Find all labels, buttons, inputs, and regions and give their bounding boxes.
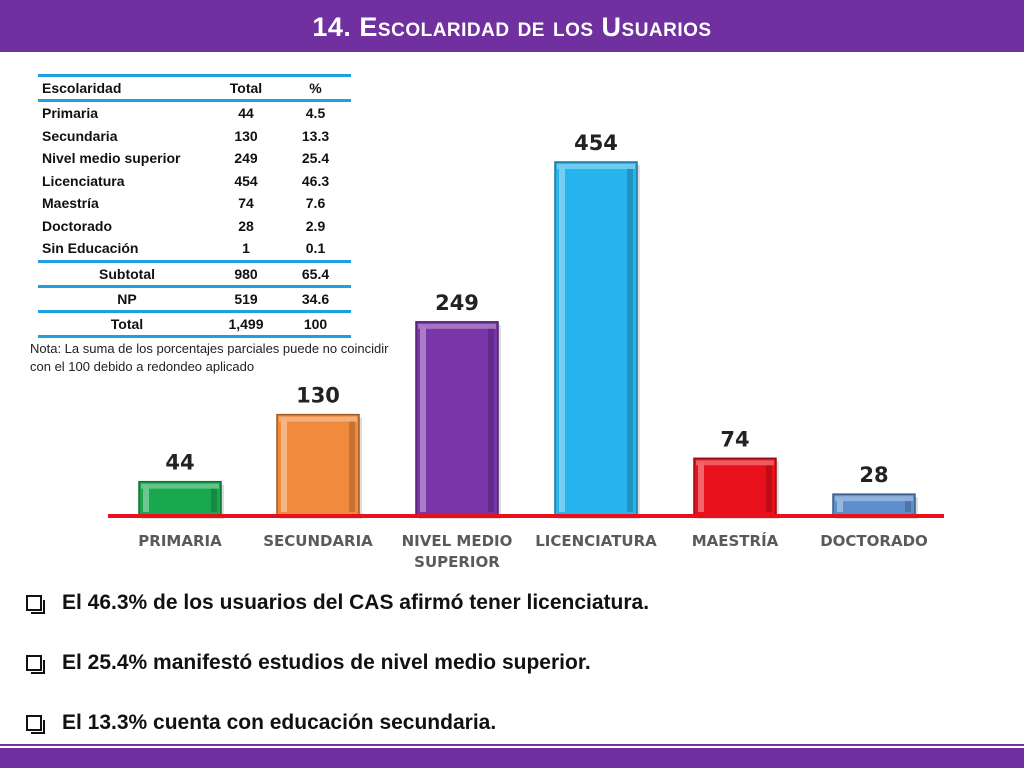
bullet-text: El 13.3% cuenta con educación secundaria… — [62, 711, 497, 734]
table-header-row: Escolaridad Total % — [38, 74, 351, 102]
table-cell: 44 — [238, 105, 254, 122]
bar-edge — [211, 485, 217, 512]
table-row: Secundaria 130 13.3 — [38, 125, 351, 148]
data-label: 74 — [720, 427, 749, 451]
bar-top — [418, 323, 496, 329]
table-row: Primaria 44 4.5 — [38, 101, 351, 125]
table-cell: 0.1 — [305, 240, 326, 257]
column-header: Total — [212, 74, 280, 102]
bar — [554, 161, 638, 517]
table-cell: Doctorado — [42, 217, 112, 234]
bar-edge — [488, 325, 494, 512]
bullet-item: El 13.3% cuenta con educación secundaria… — [22, 708, 1002, 738]
bar-chart: 44 PRIMARIA 130 SECUNDARIA 249 NIVEL MEDIO SUP… — [108, 131, 944, 571]
page-title: 14. Escolaridad de los Usuarios — [312, 12, 712, 42]
table-cell: 1 — [242, 240, 250, 257]
table-cell: 100 — [280, 309, 351, 338]
bar — [415, 321, 499, 517]
bar — [693, 457, 777, 517]
bullet-text: El 46.3% de los usuarios del CAS afirmó … — [62, 591, 650, 614]
bullet-item: El 25.4% manifestó estudios de nivel med… — [22, 648, 1002, 678]
table-cell: 2.9 — [305, 217, 326, 234]
bar-highlight — [559, 166, 565, 512]
bar-highlight — [420, 325, 426, 512]
category-label: LICENCIATURA — [535, 532, 657, 550]
data-table: Escolaridad Total % Primaria 44 4.5 Secu… — [38, 74, 351, 338]
column-header: % — [280, 74, 351, 102]
footer-rule — [0, 744, 1024, 746]
table-cell: Licenciatura — [42, 172, 125, 189]
table-cell: 25.4 — [301, 150, 330, 167]
category-label: PRIMARIA — [138, 532, 222, 550]
category-label: SECUNDARIA — [263, 532, 373, 550]
table-note: Nota: La suma de los porcentajes parcial… — [30, 341, 389, 374]
table-row: Nivel medio superior 249 25.4 — [38, 147, 351, 170]
table-summary-row: Total 1,499 100 — [38, 309, 351, 338]
checkbox-bullet-icon — [26, 715, 45, 734]
table-row: Doctorado 28 2.9 — [38, 215, 351, 238]
checkbox-bullet-icon — [26, 655, 45, 674]
bar-top — [279, 416, 357, 422]
category-label: NIVEL MEDIO — [402, 532, 513, 550]
bar-edge — [766, 462, 772, 512]
category-label: MAESTRÍA — [692, 531, 779, 550]
bar-top — [696, 460, 774, 466]
table-cell: 28 — [238, 217, 254, 234]
bar-top — [141, 483, 219, 489]
table-cell: Sin Educación — [42, 240, 139, 257]
table-summary-row: Subtotal 980 65.4 — [38, 259, 351, 286]
table-cell: 13.3 — [301, 127, 330, 144]
category-label: SUPERIOR — [414, 553, 500, 571]
bar-edge — [905, 498, 911, 512]
header-band — [0, 0, 1024, 52]
bar-highlight — [837, 498, 843, 512]
table-cell: 74 — [238, 195, 254, 212]
category-label: DOCTORADO — [820, 532, 928, 550]
table-summary-row: NP 519 34.6 — [38, 284, 351, 311]
table-cell: 46.3 — [301, 172, 330, 189]
bar-highlight — [281, 418, 287, 512]
table-cell: 4.5 — [305, 105, 326, 122]
table-cell: Secundaria — [42, 127, 118, 144]
data-label: 28 — [859, 463, 888, 487]
table-row: Licenciatura 454 46.3 — [38, 170, 351, 193]
data-label: 454 — [574, 131, 618, 155]
table-cell: 1,499 — [212, 309, 280, 338]
table-cell: Nivel medio superior — [42, 150, 181, 167]
data-label: 44 — [165, 451, 194, 475]
bar-highlight — [143, 485, 149, 512]
bar-top — [557, 164, 635, 169]
table-cell: 130 — [234, 127, 258, 144]
bar-edge — [349, 418, 355, 512]
column-header: Escolaridad — [38, 74, 212, 102]
table-cell: Subtotal — [38, 259, 212, 286]
bar-top — [835, 496, 913, 502]
bar — [276, 413, 360, 517]
data-label: 249 — [435, 291, 479, 315]
table-cell: Total — [38, 309, 212, 338]
bar-edge — [627, 166, 633, 512]
table-cell: NP — [38, 284, 212, 311]
table-cell: 454 — [234, 172, 258, 189]
table-cell: 249 — [234, 150, 258, 167]
table-cell: Primaria — [42, 105, 99, 122]
data-label: 130 — [296, 384, 340, 408]
table-row: Maestría 74 7.6 — [38, 192, 351, 215]
bullet-item: El 46.3% de los usuarios del CAS afirmó … — [22, 588, 1002, 618]
bullet-text: El 25.4% manifestó estudios de nivel med… — [62, 651, 591, 674]
table-cell: 34.6 — [280, 284, 351, 311]
checkbox-bullet-icon — [26, 595, 45, 614]
table-cell: 980 — [212, 259, 280, 286]
table-cell: 7.6 — [305, 195, 326, 212]
table-cell: 65.4 — [280, 259, 351, 286]
table-row: Sin Educación 1 0.1 — [38, 237, 351, 261]
table-cell: Maestría — [42, 195, 99, 212]
table-cell: 519 — [212, 284, 280, 311]
bar-highlight — [698, 462, 704, 512]
bullet-list: El 46.3% de los usuarios del CAS afirmó … — [22, 588, 1002, 768]
footer-band — [0, 748, 1024, 768]
